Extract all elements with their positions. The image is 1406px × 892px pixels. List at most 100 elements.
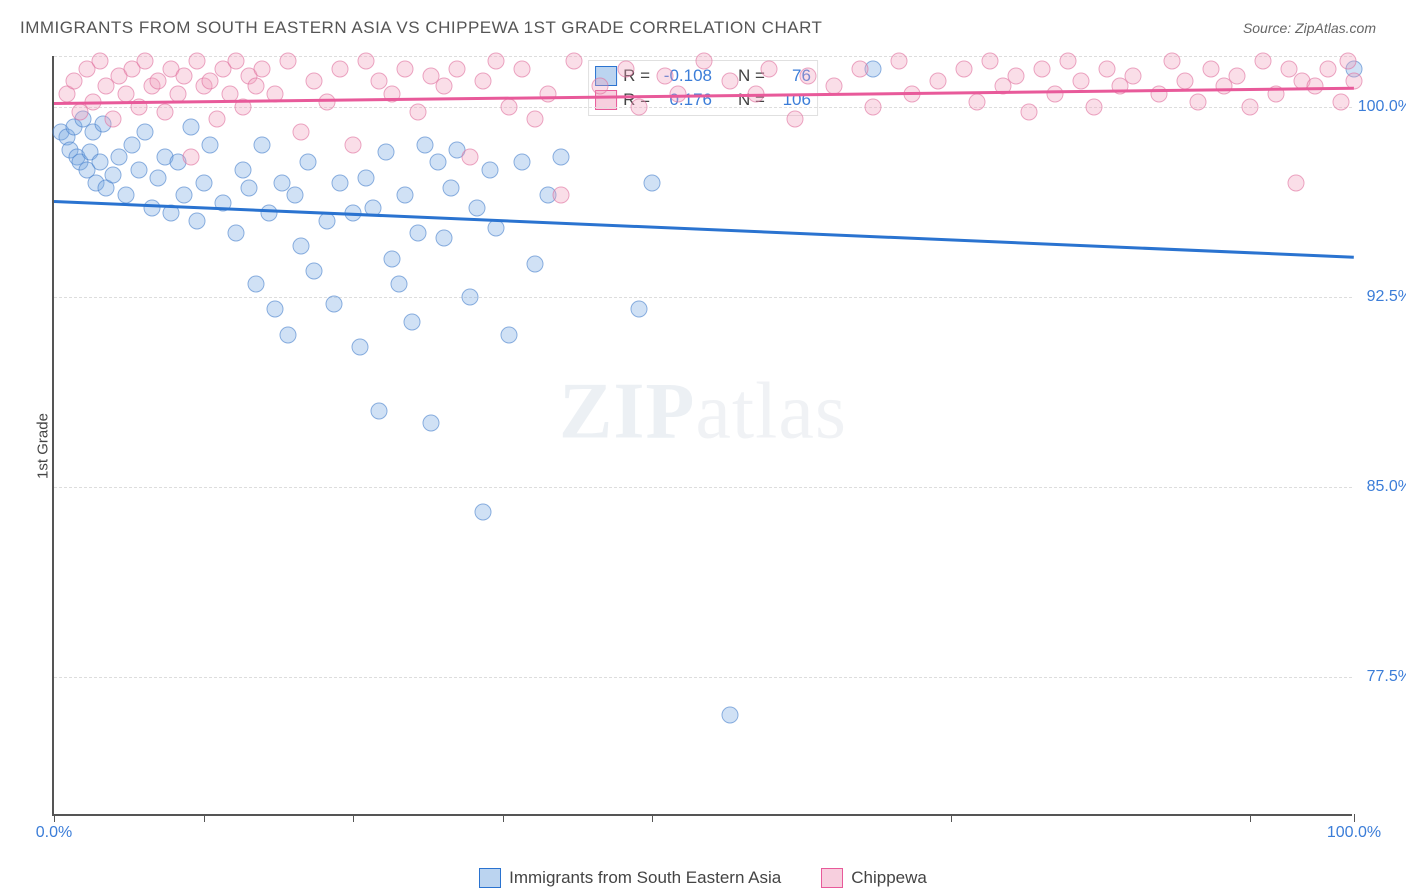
- data-point: [1021, 103, 1038, 120]
- data-point: [319, 212, 336, 229]
- data-point: [657, 68, 674, 85]
- data-point: [377, 144, 394, 161]
- data-point: [501, 326, 518, 343]
- x-tick: [951, 814, 952, 822]
- series-legend-item: Chippewa: [821, 868, 927, 888]
- series-legend: Immigrants from South Eastern Asia Chippe…: [0, 868, 1406, 888]
- data-point: [436, 78, 453, 95]
- data-point: [104, 167, 121, 184]
- data-point: [1229, 68, 1246, 85]
- data-point: [306, 73, 323, 90]
- data-point: [254, 60, 271, 77]
- data-point: [592, 78, 609, 95]
- data-point: [293, 124, 310, 141]
- data-point: [1242, 98, 1259, 115]
- data-point: [351, 339, 368, 356]
- data-point: [761, 60, 778, 77]
- data-point: [156, 103, 173, 120]
- data-point: [1333, 93, 1350, 110]
- data-point: [1099, 60, 1116, 77]
- data-point: [969, 93, 986, 110]
- x-tick: [353, 814, 354, 822]
- data-point: [410, 103, 427, 120]
- data-point: [202, 136, 219, 153]
- data-point: [527, 255, 544, 272]
- data-point: [865, 98, 882, 115]
- data-point: [722, 73, 739, 90]
- data-point: [1034, 60, 1051, 77]
- series-legend-label: Chippewa: [851, 868, 927, 888]
- data-point: [111, 149, 128, 166]
- data-point: [280, 53, 297, 70]
- data-point: [137, 53, 154, 70]
- y-tick-label: 85.0%: [1357, 478, 1406, 496]
- data-point: [299, 154, 316, 171]
- data-point: [208, 111, 225, 128]
- data-point: [397, 187, 414, 204]
- watermark: ZIPatlas: [559, 367, 847, 458]
- data-point: [416, 136, 433, 153]
- data-point: [189, 53, 206, 70]
- data-point: [390, 276, 407, 293]
- data-point: [332, 174, 349, 191]
- data-point: [247, 78, 264, 95]
- data-point: [462, 149, 479, 166]
- data-point: [306, 263, 323, 280]
- data-point: [1164, 53, 1181, 70]
- data-point: [182, 118, 199, 135]
- data-point: [1073, 73, 1090, 90]
- chart-title: IMMIGRANTS FROM SOUTH EASTERN ASIA VS CH…: [20, 18, 822, 38]
- data-point: [1060, 53, 1077, 70]
- x-tick-label: 0.0%: [36, 824, 72, 842]
- data-point: [117, 187, 134, 204]
- data-point: [787, 111, 804, 128]
- data-point: [358, 53, 375, 70]
- data-point: [982, 53, 999, 70]
- data-point: [267, 301, 284, 318]
- chart-container: IMMIGRANTS FROM SOUTH EASTERN ASIA VS CH…: [0, 0, 1406, 892]
- data-point: [436, 230, 453, 247]
- data-point: [124, 136, 141, 153]
- data-point: [137, 124, 154, 141]
- data-point: [481, 162, 498, 179]
- data-point: [423, 415, 440, 432]
- data-point: [475, 504, 492, 521]
- data-point: [852, 60, 869, 77]
- data-point: [91, 53, 108, 70]
- y-tick-label: 77.5%: [1357, 668, 1406, 686]
- gridline: [54, 487, 1352, 488]
- data-point: [1255, 53, 1272, 70]
- data-point: [176, 187, 193, 204]
- data-point: [618, 60, 635, 77]
- data-point: [143, 200, 160, 217]
- data-point: [1177, 73, 1194, 90]
- gridline: [54, 677, 1352, 678]
- data-point: [319, 93, 336, 110]
- x-tick-label: 100.0%: [1327, 824, 1381, 842]
- data-point: [553, 187, 570, 204]
- data-point: [1047, 86, 1064, 103]
- data-point: [1320, 60, 1337, 77]
- data-point: [631, 98, 648, 115]
- series-legend-label: Immigrants from South Eastern Asia: [509, 868, 781, 888]
- data-point: [286, 187, 303, 204]
- data-point: [260, 205, 277, 222]
- data-point: [202, 73, 219, 90]
- data-point: [332, 60, 349, 77]
- data-point: [631, 301, 648, 318]
- data-point: [442, 179, 459, 196]
- data-point: [1008, 68, 1025, 85]
- data-point: [540, 86, 557, 103]
- data-point: [891, 53, 908, 70]
- data-point: [241, 179, 258, 196]
- legend-row: R =0.176N =106: [595, 88, 811, 112]
- x-tick: [54, 814, 55, 822]
- data-point: [1190, 93, 1207, 110]
- data-point: [228, 225, 245, 242]
- data-point: [800, 68, 817, 85]
- data-point: [65, 73, 82, 90]
- data-point: [104, 111, 121, 128]
- data-point: [1203, 60, 1220, 77]
- data-point: [566, 53, 583, 70]
- y-axis-title: 1st Grade: [34, 413, 51, 479]
